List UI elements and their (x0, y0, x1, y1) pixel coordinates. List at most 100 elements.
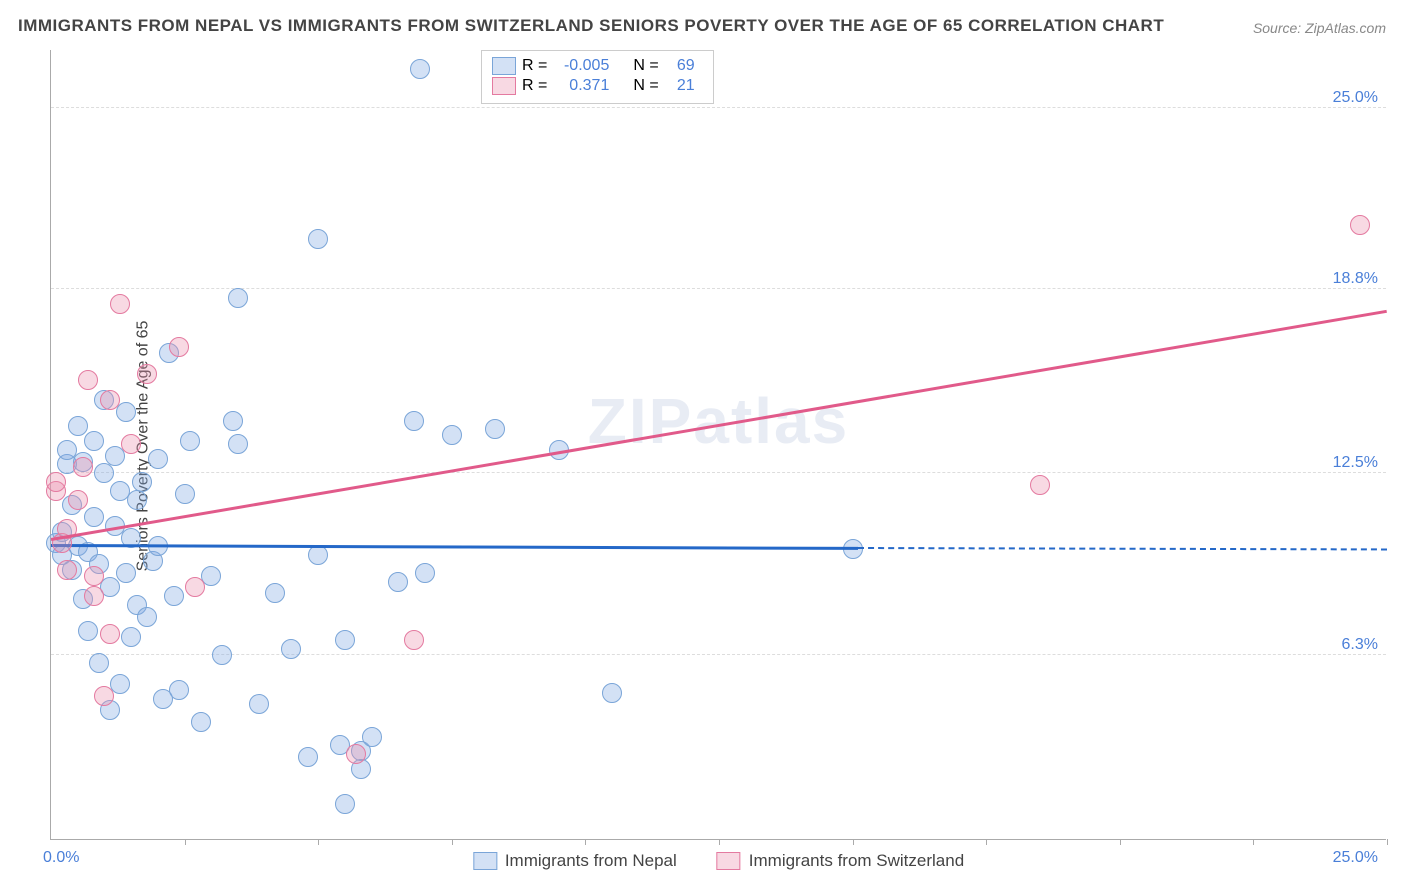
scatter-point (415, 563, 435, 583)
scatter-point (1350, 215, 1370, 235)
legend-item-nepal: Immigrants from Nepal (473, 851, 677, 871)
scatter-point (116, 563, 136, 583)
scatter-point (485, 419, 505, 439)
scatter-point (100, 624, 120, 644)
scatter-point (1030, 475, 1050, 495)
scatter-point (68, 416, 88, 436)
legend-item-switzerland: Immigrants from Switzerland (717, 851, 964, 871)
x-tick (1120, 839, 1121, 845)
n-label: N = (633, 57, 658, 75)
source-label: Source: ZipAtlas.com (1253, 20, 1386, 36)
scatter-point (94, 686, 114, 706)
plot-area: ZIPatlas R = -0.005 N = 69 R = 0.371 N =… (50, 50, 1386, 840)
y-tick-label: 18.8% (1333, 270, 1378, 288)
scatter-point (94, 463, 114, 483)
x-min-label: 0.0% (43, 849, 79, 867)
gridline (51, 654, 1386, 655)
n-label: N = (633, 77, 658, 95)
scatter-point (404, 411, 424, 431)
x-tick (452, 839, 453, 845)
legend-correlation: R = -0.005 N = 69 R = 0.371 N = 21 (481, 50, 714, 104)
swatch-switzerland-icon (717, 852, 741, 870)
x-tick (185, 839, 186, 845)
r-value-switzerland: 0.371 (553, 77, 609, 95)
scatter-point (100, 390, 120, 410)
chart-title: IMMIGRANTS FROM NEPAL VS IMMIGRANTS FROM… (18, 16, 1164, 36)
gridline (51, 288, 1386, 289)
scatter-point (404, 630, 424, 650)
r-label: R = (522, 77, 547, 95)
scatter-point (308, 229, 328, 249)
scatter-point (249, 694, 269, 714)
scatter-point (84, 431, 104, 451)
scatter-point (308, 545, 328, 565)
scatter-point (602, 683, 622, 703)
legend-series: Immigrants from Nepal Immigrants from Sw… (473, 851, 964, 871)
n-value-switzerland: 21 (665, 77, 695, 95)
scatter-point (127, 490, 147, 510)
scatter-point (164, 586, 184, 606)
legend-row-switzerland: R = 0.371 N = 21 (492, 77, 695, 95)
scatter-point (46, 472, 66, 492)
scatter-point (110, 294, 130, 314)
scatter-point (116, 402, 136, 422)
scatter-point (78, 621, 98, 641)
scatter-point (121, 434, 141, 454)
y-tick-label: 6.3% (1342, 636, 1378, 654)
x-tick (318, 839, 319, 845)
scatter-point (212, 645, 232, 665)
scatter-point (281, 639, 301, 659)
gridline (51, 107, 1386, 108)
chart-container: IMMIGRANTS FROM NEPAL VS IMMIGRANTS FROM… (0, 0, 1406, 892)
scatter-point (180, 431, 200, 451)
scatter-point (298, 747, 318, 767)
swatch-switzerland (492, 77, 516, 95)
scatter-point (335, 630, 355, 650)
y-tick-label: 25.0% (1333, 89, 1378, 107)
scatter-point (265, 583, 285, 603)
x-tick (853, 839, 854, 845)
x-tick (986, 839, 987, 845)
scatter-point (84, 566, 104, 586)
swatch-nepal-icon (473, 852, 497, 870)
x-tick (719, 839, 720, 845)
legend-row-nepal: R = -0.005 N = 69 (492, 57, 695, 75)
scatter-point (148, 449, 168, 469)
scatter-point (388, 572, 408, 592)
scatter-point (191, 712, 211, 732)
scatter-point (84, 507, 104, 527)
x-tick (585, 839, 586, 845)
legend-label-nepal: Immigrants from Nepal (505, 851, 677, 871)
gridline (51, 472, 1386, 473)
scatter-point (78, 370, 98, 390)
watermark: ZIPatlas (588, 384, 849, 458)
x-tick (1387, 839, 1388, 845)
scatter-point (169, 680, 189, 700)
scatter-point (169, 337, 189, 357)
scatter-point (73, 457, 93, 477)
legend-label-switzerland: Immigrants from Switzerland (749, 851, 964, 871)
x-max-label: 25.0% (1333, 849, 1378, 867)
r-label: R = (522, 57, 547, 75)
scatter-point (185, 577, 205, 597)
scatter-point (89, 653, 109, 673)
y-tick-label: 12.5% (1333, 454, 1378, 472)
scatter-point (137, 607, 157, 627)
scatter-point (442, 425, 462, 445)
scatter-point (121, 627, 141, 647)
scatter-point (57, 560, 77, 580)
scatter-point (132, 472, 152, 492)
trend-line-dashed (858, 547, 1387, 550)
scatter-point (68, 490, 88, 510)
scatter-point (335, 794, 355, 814)
swatch-nepal (492, 57, 516, 75)
r-value-nepal: -0.005 (553, 57, 609, 75)
x-tick (1253, 839, 1254, 845)
scatter-point (346, 744, 366, 764)
scatter-point (228, 434, 248, 454)
scatter-point (175, 484, 195, 504)
trend-line (51, 544, 858, 549)
scatter-point (223, 411, 243, 431)
scatter-point (228, 288, 248, 308)
trend-line (51, 310, 1387, 541)
